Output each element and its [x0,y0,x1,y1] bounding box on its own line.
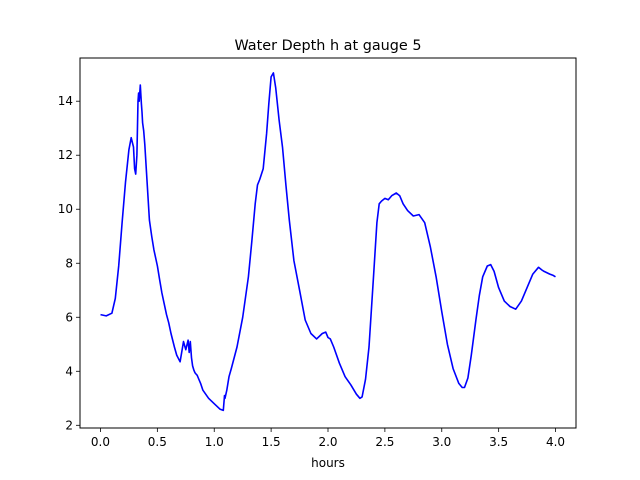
y-axis-ticks: 2 4 6 8 10 12 14 [58,94,80,432]
x-tick-label: 0.0 [91,435,110,449]
y-tick-label: 12 [58,148,73,162]
x-axis-label: hours [311,456,345,470]
chart-title: Water Depth h at gauge 5 [234,38,421,54]
plot-area [80,58,576,428]
y-tick-label: 4 [65,364,73,378]
x-tick-label: 4.0 [546,435,565,449]
x-tick-label: 2.0 [318,435,337,449]
x-tick-label: 1.0 [205,435,224,449]
x-axis-ticks: 0.0 0.5 1.0 1.5 2.0 2.5 3.0 3.5 4.0 [91,428,565,449]
x-tick-label: 0.5 [148,435,167,449]
x-tick-label: 2.5 [375,435,394,449]
series-layer [100,72,556,412]
x-tick-label: 1.5 [262,435,281,449]
y-tick-label: 10 [58,202,73,216]
x-tick-label: 3.0 [432,435,451,449]
plot-frame [79,57,577,429]
series-line [100,72,556,412]
y-tick-label: 14 [58,94,73,108]
x-tick-label: 3.5 [489,435,508,449]
y-tick-label: 6 [65,310,73,324]
y-tick-label: 2 [65,418,73,432]
y-tick-label: 8 [65,256,73,270]
